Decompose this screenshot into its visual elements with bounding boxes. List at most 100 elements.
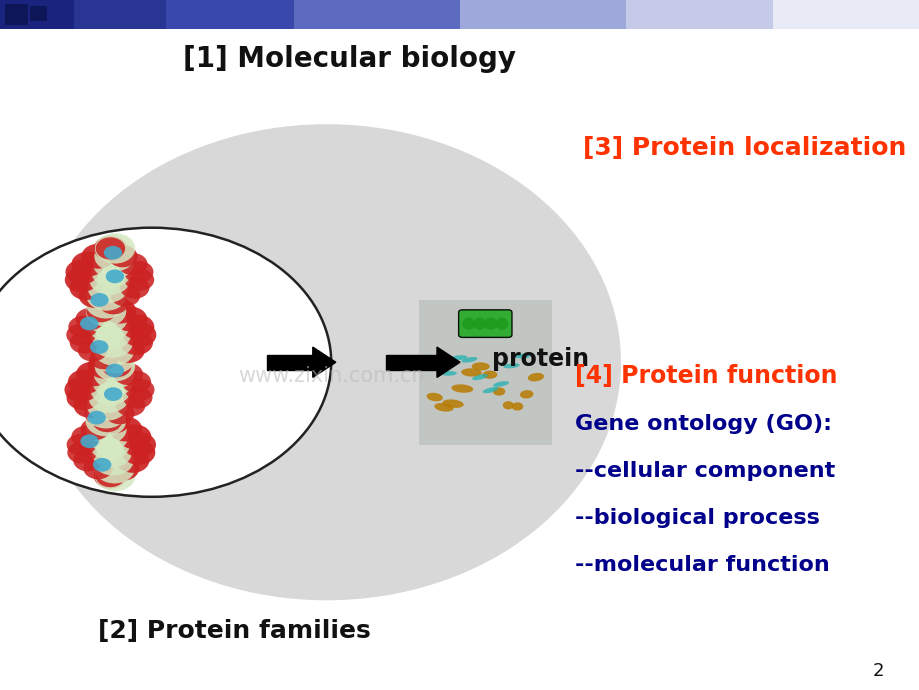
Circle shape <box>66 385 99 410</box>
Polygon shape <box>437 347 460 377</box>
Circle shape <box>103 299 136 324</box>
Circle shape <box>98 293 128 315</box>
Circle shape <box>64 268 97 293</box>
Circle shape <box>93 445 133 475</box>
Circle shape <box>123 386 153 408</box>
Circle shape <box>95 233 135 264</box>
Text: protein: protein <box>492 347 589 371</box>
Bar <box>460 0 625 29</box>
Circle shape <box>123 322 156 347</box>
Circle shape <box>91 257 131 287</box>
Circle shape <box>95 461 135 491</box>
Ellipse shape <box>511 402 523 411</box>
Circle shape <box>89 265 130 295</box>
Circle shape <box>121 315 154 339</box>
Ellipse shape <box>426 393 442 402</box>
Circle shape <box>85 288 126 319</box>
Circle shape <box>91 437 131 468</box>
Text: --molecular function: --molecular function <box>574 555 829 575</box>
Circle shape <box>114 306 147 331</box>
Circle shape <box>72 426 101 448</box>
Circle shape <box>94 359 134 389</box>
Circle shape <box>80 434 98 448</box>
Bar <box>294 0 460 29</box>
Ellipse shape <box>503 363 519 368</box>
Polygon shape <box>386 355 437 370</box>
Circle shape <box>85 406 126 436</box>
Circle shape <box>87 422 128 452</box>
Circle shape <box>85 296 126 326</box>
Circle shape <box>96 237 125 259</box>
Ellipse shape <box>461 357 477 363</box>
Circle shape <box>75 308 105 330</box>
Ellipse shape <box>450 355 467 360</box>
Circle shape <box>94 236 127 261</box>
Ellipse shape <box>519 390 533 399</box>
Circle shape <box>90 375 130 405</box>
Bar <box>30 6 47 21</box>
Text: [1] Molecular biology: [1] Molecular biology <box>183 45 516 72</box>
Circle shape <box>108 245 137 267</box>
Circle shape <box>121 371 151 393</box>
Circle shape <box>90 319 130 350</box>
Text: [2] Protein families: [2] Protein families <box>98 620 370 643</box>
Circle shape <box>105 402 134 424</box>
Ellipse shape <box>32 124 620 600</box>
Circle shape <box>125 269 154 291</box>
Text: [3] Protein localization: [3] Protein localization <box>583 137 905 160</box>
Bar <box>418 300 551 445</box>
Text: [4] Protein function: [4] Protein function <box>574 364 836 388</box>
Circle shape <box>80 317 98 331</box>
Circle shape <box>88 312 129 342</box>
Circle shape <box>96 408 130 433</box>
Circle shape <box>89 347 119 369</box>
Bar <box>772 0 919 29</box>
Circle shape <box>106 270 124 284</box>
Circle shape <box>70 332 99 354</box>
Text: --cellular component: --cellular component <box>574 462 834 481</box>
Circle shape <box>66 324 96 346</box>
Circle shape <box>72 252 105 277</box>
Circle shape <box>88 382 129 413</box>
Circle shape <box>124 261 153 283</box>
Circle shape <box>104 246 122 259</box>
Circle shape <box>95 343 135 373</box>
Circle shape <box>70 275 103 300</box>
Circle shape <box>96 465 125 487</box>
Circle shape <box>118 424 151 449</box>
Ellipse shape <box>513 353 529 359</box>
Ellipse shape <box>440 371 456 375</box>
Ellipse shape <box>473 317 485 330</box>
Ellipse shape <box>471 362 489 371</box>
Circle shape <box>86 304 127 334</box>
Text: www.zixin.com.cn: www.zixin.com.cn <box>238 366 424 386</box>
Circle shape <box>123 432 156 457</box>
Circle shape <box>100 346 133 371</box>
Circle shape <box>93 410 122 432</box>
Circle shape <box>119 277 149 299</box>
Ellipse shape <box>493 381 508 387</box>
Circle shape <box>108 417 142 442</box>
Circle shape <box>0 228 331 497</box>
Circle shape <box>113 363 142 385</box>
Circle shape <box>92 366 132 397</box>
Bar <box>5 4 28 25</box>
Circle shape <box>92 328 132 358</box>
Circle shape <box>87 273 128 303</box>
Circle shape <box>111 338 144 363</box>
Circle shape <box>74 449 103 471</box>
Circle shape <box>78 339 108 362</box>
Circle shape <box>86 280 127 311</box>
Ellipse shape <box>451 384 472 393</box>
Circle shape <box>93 458 111 472</box>
Circle shape <box>119 331 153 355</box>
Polygon shape <box>312 347 335 377</box>
Circle shape <box>85 401 118 426</box>
FancyBboxPatch shape <box>458 310 511 337</box>
Circle shape <box>104 387 122 401</box>
Ellipse shape <box>482 371 497 379</box>
Text: --biological process: --biological process <box>574 509 819 528</box>
Circle shape <box>87 411 106 424</box>
Ellipse shape <box>483 317 497 330</box>
Ellipse shape <box>460 368 482 377</box>
